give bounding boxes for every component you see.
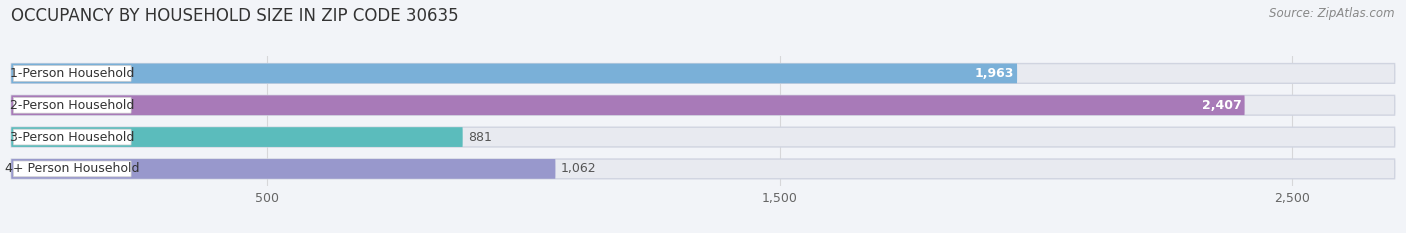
Text: 3-Person Household: 3-Person Household [10,130,135,144]
FancyBboxPatch shape [11,95,1395,115]
FancyBboxPatch shape [13,161,131,177]
Text: 2,407: 2,407 [1202,99,1241,112]
FancyBboxPatch shape [11,159,1395,179]
Text: 2-Person Household: 2-Person Household [10,99,135,112]
Text: 1-Person Household: 1-Person Household [10,67,135,80]
FancyBboxPatch shape [11,95,1244,115]
Text: 1,062: 1,062 [561,162,596,175]
Text: 4+ Person Household: 4+ Person Household [6,162,139,175]
FancyBboxPatch shape [13,129,131,145]
FancyBboxPatch shape [11,64,1017,83]
FancyBboxPatch shape [13,65,131,81]
Text: OCCUPANCY BY HOUSEHOLD SIZE IN ZIP CODE 30635: OCCUPANCY BY HOUSEHOLD SIZE IN ZIP CODE … [11,7,458,25]
Text: 881: 881 [468,130,492,144]
Text: Source: ZipAtlas.com: Source: ZipAtlas.com [1270,7,1395,20]
FancyBboxPatch shape [13,97,131,113]
FancyBboxPatch shape [11,127,463,147]
FancyBboxPatch shape [11,64,1395,83]
FancyBboxPatch shape [11,159,555,179]
Text: 1,963: 1,963 [974,67,1014,80]
FancyBboxPatch shape [11,127,1395,147]
